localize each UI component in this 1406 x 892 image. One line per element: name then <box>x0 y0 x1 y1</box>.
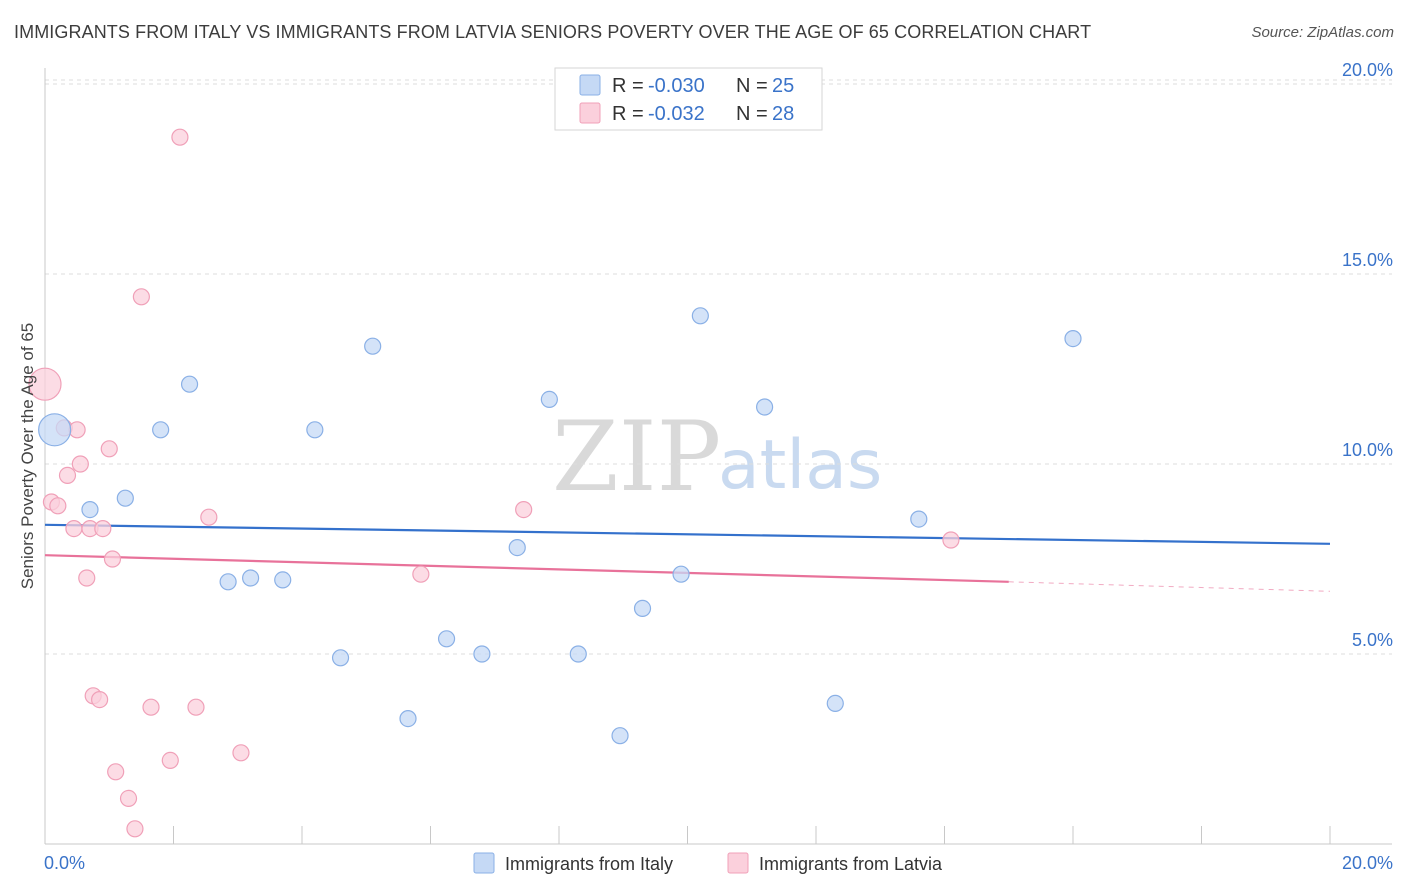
x-tick-label-max: 20.0% <box>1342 853 1393 873</box>
italy-point <box>364 337 382 355</box>
watermark-zip: ZIP <box>552 401 721 513</box>
latvia-point <box>142 698 160 716</box>
latvia-point <box>58 466 77 484</box>
italy-point <box>116 489 134 507</box>
latvia-point <box>412 565 430 583</box>
italy-trend-line <box>44 523 1331 545</box>
latvia-r-value: -0.032 <box>648 103 705 125</box>
italy-point <box>274 571 292 589</box>
italy-point <box>180 375 199 393</box>
latvia-point <box>171 128 189 146</box>
latvia-point <box>49 497 67 515</box>
italy-point <box>691 307 709 325</box>
latvia-point <box>942 531 960 549</box>
chart-title: IMMIGRANTS FROM ITALY VS IMMIGRANTS FROM… <box>14 22 1092 42</box>
data-points <box>28 128 1082 838</box>
latvia-point <box>200 508 218 526</box>
italy-point <box>152 421 170 439</box>
italy-point <box>910 510 928 528</box>
latvia-point <box>119 789 138 808</box>
y-tick-label: 15.0% <box>1342 250 1393 270</box>
italy-point <box>508 538 526 557</box>
latvia-r-label: R = <box>612 103 644 125</box>
series-legend: Immigrants from Italy Immigrants from La… <box>473 852 943 874</box>
italy-point <box>81 501 99 519</box>
latvia-point <box>65 519 83 538</box>
italy-point <box>633 599 652 618</box>
latvia-point <box>107 763 125 781</box>
latvia-point <box>78 569 96 587</box>
italy-point <box>331 649 350 667</box>
y-tick-label: 10.0% <box>1342 440 1393 460</box>
italy-point <box>437 630 456 648</box>
latvia-point <box>100 440 118 458</box>
latvia-trend-extension <box>1008 581 1331 592</box>
italy-point <box>540 390 558 408</box>
y-axis-label: Seniors Poverty Over the Age of 65 <box>18 323 37 589</box>
latvia-point <box>187 698 205 716</box>
latvia-point <box>515 501 533 519</box>
source-label: Source: ZipAtlas.com <box>1251 24 1394 41</box>
latvia-point <box>126 820 144 838</box>
italy-r-value: -0.030 <box>648 75 705 97</box>
latvia-point <box>161 751 179 770</box>
italy-point <box>473 645 491 663</box>
latvia-legend-swatch <box>579 102 601 124</box>
italy-point <box>672 565 690 583</box>
italy-r-label: R = <box>612 75 644 97</box>
italy-n-value: 25 <box>772 75 794 97</box>
latvia-trend-line <box>44 554 1009 583</box>
italy-point <box>399 709 417 728</box>
latvia-point <box>91 690 109 709</box>
italy-series-label: Immigrants from Italy <box>505 854 673 874</box>
gridlines <box>45 79 1392 655</box>
italy-point <box>755 398 774 416</box>
italy-point <box>242 569 260 587</box>
latvia-point <box>68 421 86 439</box>
watermark-atlas: atlas <box>718 426 882 505</box>
italy-point <box>306 421 324 439</box>
latvia-series-swatch <box>727 852 749 874</box>
y-tick-label: 20.0% <box>1342 60 1393 80</box>
italy-legend-swatch <box>579 74 601 96</box>
latvia-point <box>103 550 122 568</box>
latvia-point <box>232 744 250 762</box>
trend-lines <box>44 523 1331 592</box>
latvia-n-label: N = <box>736 103 768 125</box>
italy-point <box>1064 330 1082 348</box>
italy-series-swatch <box>473 852 495 874</box>
latvia-point <box>28 367 62 401</box>
italy-point <box>611 727 629 745</box>
latvia-series-label: Immigrants from Latvia <box>759 854 943 874</box>
latvia-point <box>132 288 150 306</box>
italy-point <box>826 694 844 713</box>
stats-legend: R = -0.030 N = 25 R = -0.032 N = 28 <box>554 67 823 131</box>
latvia-point <box>94 519 112 538</box>
axes: 5.0% 10.0% 15.0% 20.0% 0.0% 20.0% <box>44 60 1393 873</box>
latvia-point <box>71 455 89 473</box>
italy-point <box>569 645 587 663</box>
italy-point <box>219 573 237 591</box>
italy-n-label: N = <box>736 75 768 97</box>
x-tick-label-min: 0.0% <box>44 853 85 873</box>
italy-point <box>38 413 72 447</box>
y-tick-label: 5.0% <box>1352 630 1393 650</box>
latvia-n-value: 28 <box>772 103 794 125</box>
